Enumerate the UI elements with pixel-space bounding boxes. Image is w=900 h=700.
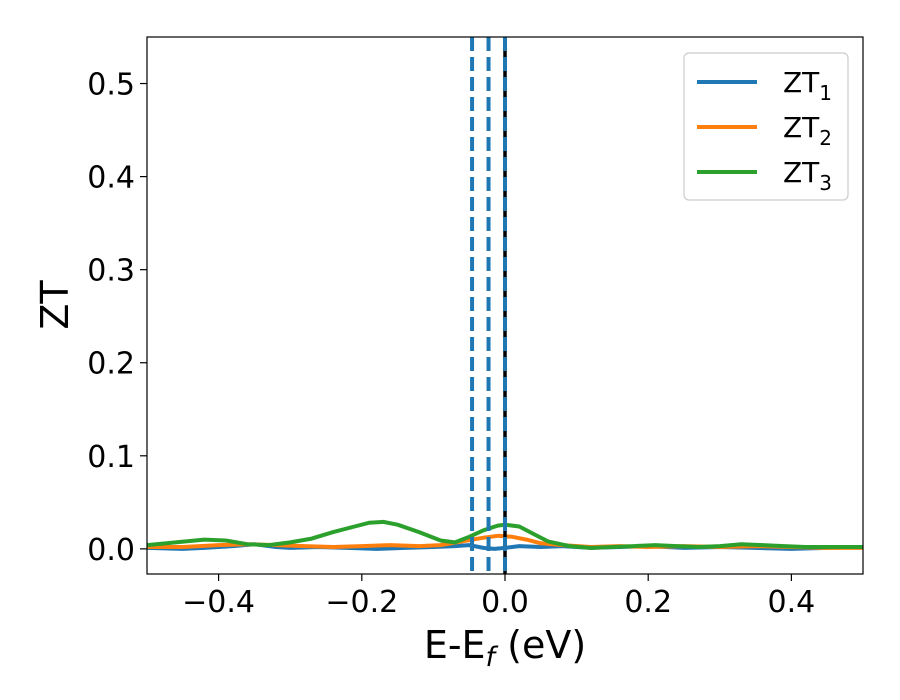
y-tick-label: 0.1: [87, 440, 135, 475]
y-tick-label: 0.4: [87, 161, 135, 196]
y-axis-label: ZT: [33, 280, 77, 330]
series-line-3: [147, 519, 863, 550]
x-tick-label: −0.4: [182, 585, 255, 620]
x-axis-label-unit: (eV): [495, 623, 586, 667]
legend: ZT1 ZT2 ZT3: [683, 52, 849, 201]
x-axis-label-main: E-E: [424, 623, 486, 667]
legend-label-2: ZT2: [783, 111, 832, 150]
legend-box: [683, 52, 849, 201]
y-tick-label: 0.2: [87, 347, 135, 382]
plot-area: [147, 37, 863, 574]
y-tick-label: 0.5: [87, 68, 135, 103]
x-tick-label: 0.2: [624, 585, 672, 620]
x-axis-ticks: −0.4 −0.2 0.0 0.2 0.4: [182, 574, 815, 620]
legend-label-3: ZT3: [783, 156, 832, 195]
x-axis-label: E-Ef (eV): [424, 623, 586, 673]
x-tick-label: 0.0: [481, 585, 529, 620]
y-tick-label: 0.0: [87, 533, 135, 568]
x-tick-label: −0.2: [325, 585, 398, 620]
legend-label-1: ZT1: [783, 66, 832, 105]
x-tick-label: 0.4: [768, 585, 816, 620]
y-axis-ticks: 0.0 0.1 0.2 0.3 0.4 0.5: [87, 68, 147, 568]
y-tick-label: 0.3: [87, 254, 135, 289]
